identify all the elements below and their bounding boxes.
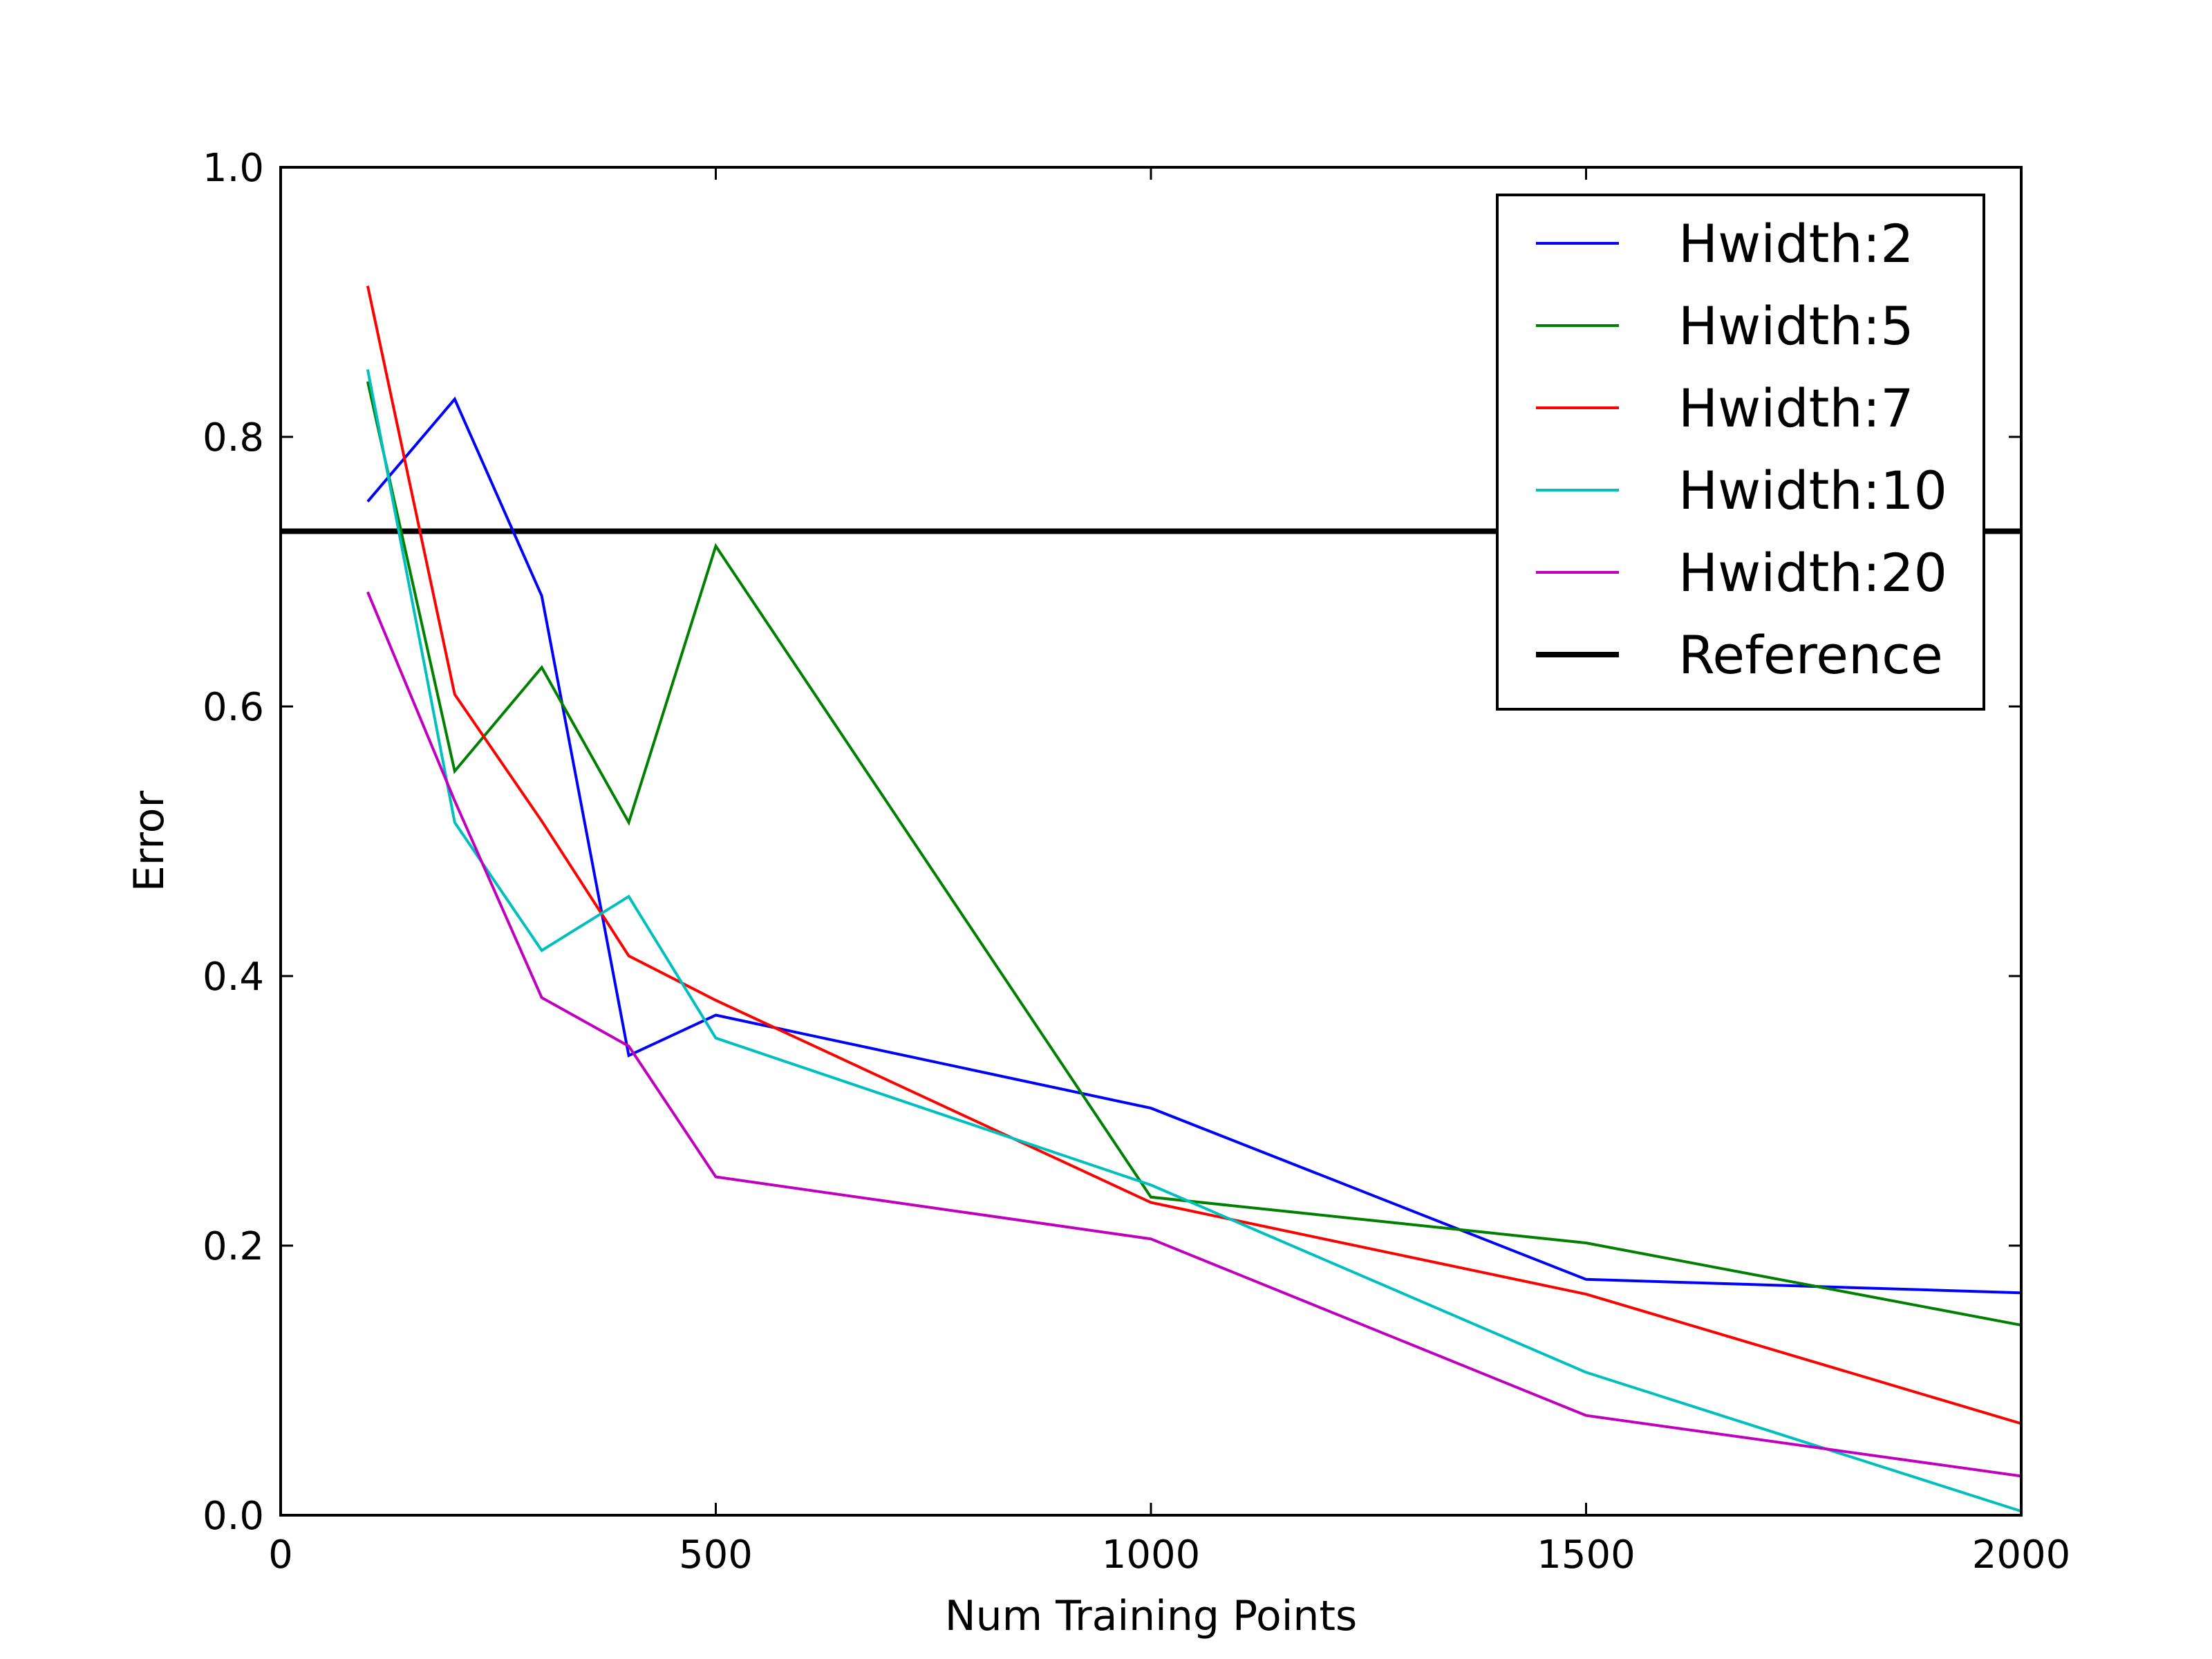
series-layer [281, 285, 2021, 1513]
y-tick-label: 0.6 [203, 685, 264, 730]
y-axis-label: Error [125, 791, 174, 892]
legend-label: Reference [1678, 624, 1943, 686]
x-tick-label: 500 [679, 1533, 753, 1577]
series-line-hwidth-2 [366, 396, 2021, 1295]
x-tick-label: 2000 [1972, 1533, 2071, 1577]
y-tick-label: 0.0 [203, 1494, 264, 1539]
x-axis-label: Num Training Points [945, 1592, 1357, 1640]
legend-label: Hwidth:10 [1678, 460, 1947, 521]
legend-label: Hwidth:5 [1678, 295, 1914, 357]
legend-label: Hwidth:7 [1678, 377, 1914, 439]
plot-lines [281, 285, 2021, 1513]
series-line-hwidth-5 [366, 381, 2021, 1327]
x-tick-label: 0 [268, 1533, 293, 1577]
y-tick-label: 1.0 [203, 146, 264, 191]
y-tick-label: 0.4 [203, 955, 264, 1000]
ticks-layer: 0 500 1000 1500 2000 0.0 0.2 0.4 0.6 0.8 1.0 [203, 146, 2070, 1577]
y-tick-label: 0.2 [203, 1224, 264, 1269]
legend-label: Hwidth:20 [1678, 542, 1947, 603]
x-tick-label: 1000 [1102, 1533, 1201, 1577]
series-line-hwidth-20 [366, 591, 2021, 1478]
legend: Hwidth:2 Hwidth:5 Hwidth:7 Hwidth:10 Hwidth:… [1496, 194, 1985, 711]
legend-box [1496, 194, 1985, 711]
series-line-hwidth-10 [366, 369, 2021, 1513]
series-line-hwidth-7 [366, 285, 2021, 1425]
plot-area-frame [279, 166, 2023, 1517]
x-tick-label: 1500 [1537, 1533, 1635, 1577]
y-tick-label: 0.8 [203, 415, 264, 460]
legend-label: Hwidth:2 [1678, 213, 1914, 274]
